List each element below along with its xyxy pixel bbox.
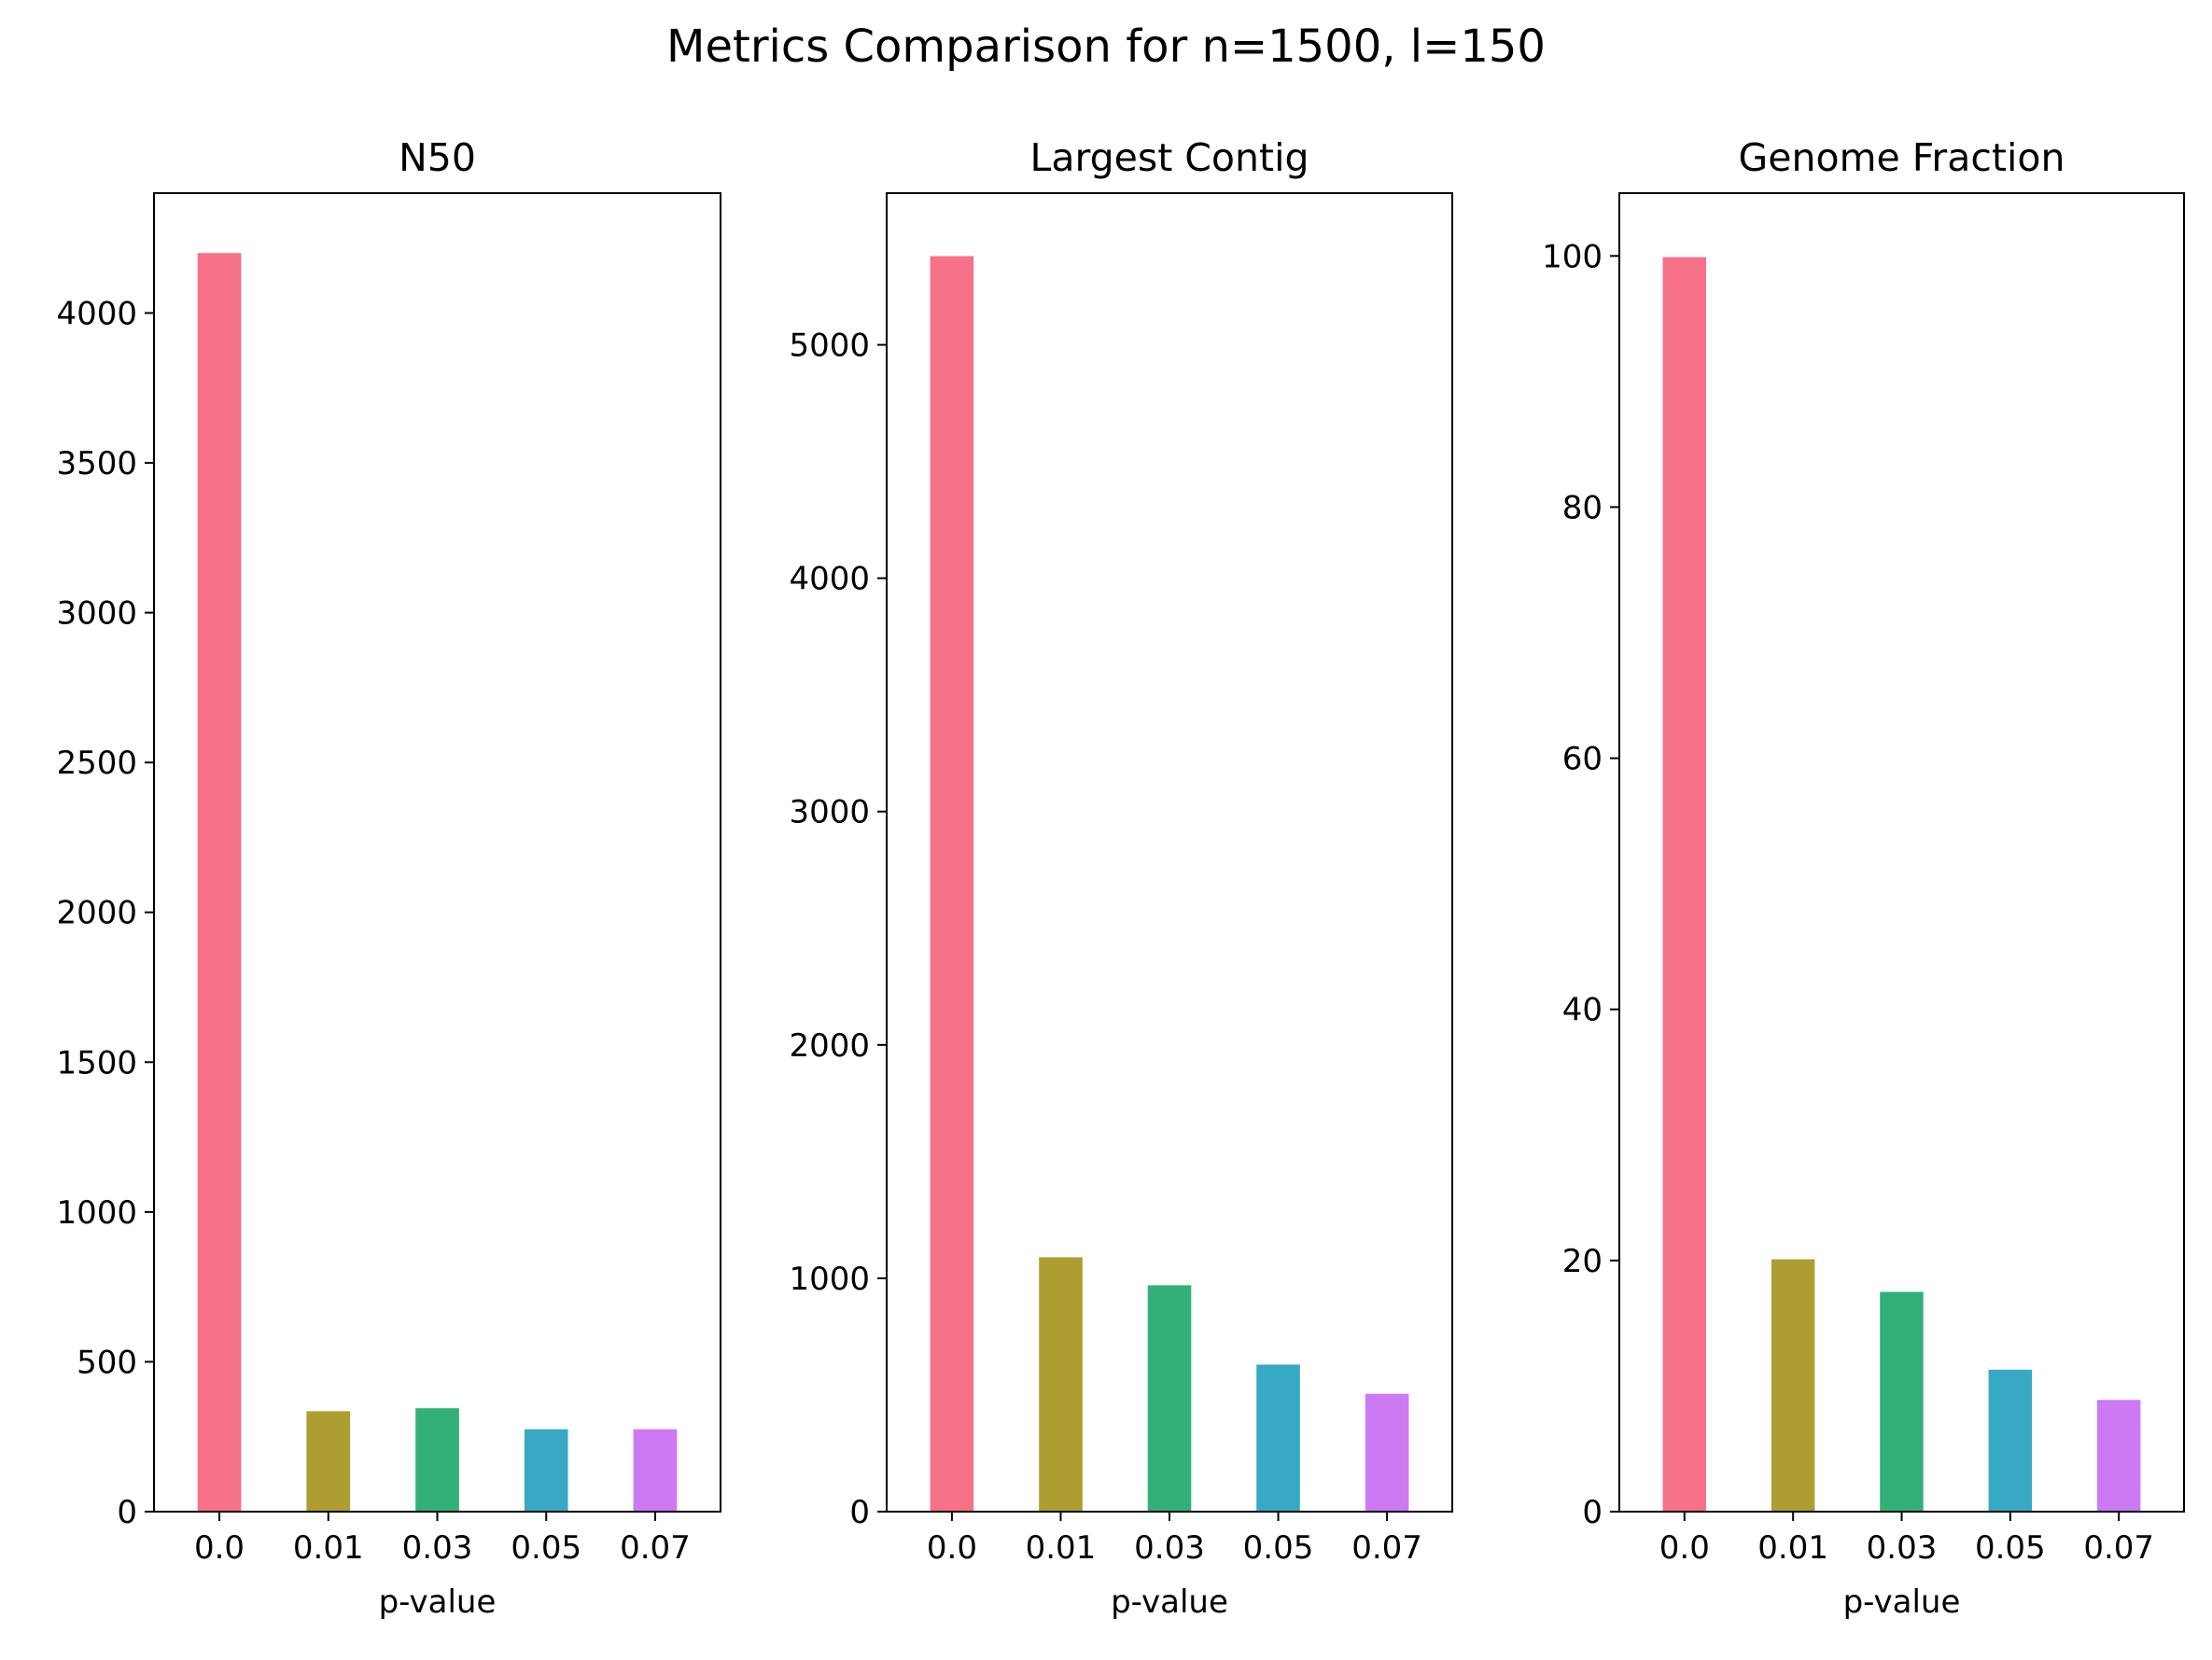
- subplot-title: Genome Fraction: [1739, 135, 2065, 180]
- bar-0.01: [306, 1411, 351, 1512]
- x-tick-label: 0.01: [1026, 1529, 1097, 1567]
- bar-0.01: [1771, 1259, 1815, 1512]
- bar-0.07: [633, 1429, 678, 1512]
- y-tick-label: 100: [1542, 238, 1603, 275]
- bar-0.03: [1880, 1291, 1924, 1512]
- bar-0.07: [1365, 1393, 1409, 1512]
- y-tick-label: 3500: [56, 445, 137, 482]
- bar-0.0: [197, 253, 242, 1513]
- bar-0.0: [930, 256, 974, 1512]
- x-tick-label: 0.0: [927, 1529, 977, 1567]
- x-tick-label: 0.01: [1757, 1529, 1828, 1567]
- subplot-title: N50: [399, 135, 476, 180]
- y-tick-label: 3000: [56, 595, 137, 633]
- x-tick-label: 0.07: [1351, 1529, 1422, 1567]
- x-tick-label: 0.03: [1134, 1529, 1205, 1567]
- y-tick-label: 20: [1562, 1243, 1603, 1280]
- chart-panel-0: 0 500 1000 1500 2000 2500 3000 3500 4000 0.0 0.01 0…: [56, 135, 721, 1621]
- y-tick-label: 2000: [56, 895, 137, 932]
- bar-0.05: [524, 1429, 568, 1512]
- y-tick-label: 1000: [789, 1261, 870, 1298]
- y-tick-label: 40: [1562, 992, 1603, 1029]
- bar-0.07: [2096, 1400, 2141, 1512]
- y-tick-label: 60: [1562, 741, 1603, 778]
- x-tick-label: 0.05: [1243, 1529, 1314, 1567]
- y-tick-label: 5000: [789, 328, 870, 365]
- y-tick-label: 0: [117, 1494, 137, 1531]
- y-tick-label: 80: [1562, 489, 1603, 526]
- bar-0.05: [1256, 1364, 1300, 1512]
- x-tick-label: 0.0: [194, 1529, 245, 1567]
- x-tick-label: 0.07: [2083, 1529, 2154, 1567]
- y-tick-label: 0: [849, 1494, 870, 1531]
- y-tick-label: 4000: [56, 295, 137, 332]
- figure-title: Metrics Comparison for n=1500, l=150: [666, 21, 1546, 73]
- x-tick-label: 0.03: [402, 1529, 473, 1567]
- y-tick-label: 1000: [56, 1194, 137, 1232]
- y-tick-label: 4000: [789, 561, 870, 598]
- y-tick-label: 1500: [56, 1044, 137, 1081]
- chart-panel-1: 0 1000 2000 3000 4000 5000 0.0 0.01 0.03 0.05 0.07…: [789, 135, 1453, 1621]
- bar-0.03: [415, 1408, 459, 1512]
- x-tick-label: 0.03: [1867, 1529, 1938, 1567]
- y-tick-label: 3000: [789, 794, 870, 831]
- x-axis-label: p-value: [1111, 1583, 1228, 1621]
- x-tick-label: 0.01: [293, 1529, 364, 1567]
- x-axis-label: p-value: [1843, 1583, 1961, 1621]
- bar-0.03: [1147, 1285, 1192, 1512]
- bar-0.01: [1039, 1257, 1083, 1512]
- y-tick-label: 2500: [56, 745, 137, 782]
- x-tick-label: 0.05: [511, 1529, 581, 1567]
- x-tick-label: 0.0: [1659, 1529, 1710, 1567]
- y-tick-label: 500: [77, 1344, 137, 1381]
- x-axis-label: p-value: [379, 1583, 497, 1621]
- bar-0.05: [1988, 1369, 2033, 1512]
- x-tick-label: 0.05: [1975, 1529, 2046, 1567]
- x-tick-label: 0.07: [620, 1529, 691, 1567]
- y-tick-label: 2000: [789, 1027, 870, 1065]
- subplot-title: Largest Contig: [1029, 135, 1309, 180]
- chart-panel-2: 0 20 40 60 80 100 0.0 0.01 0.03 0.05 0.07 p-value Ge…: [1542, 135, 2185, 1621]
- y-tick-label: 0: [1582, 1494, 1603, 1531]
- bar-0.0: [1662, 257, 1706, 1513]
